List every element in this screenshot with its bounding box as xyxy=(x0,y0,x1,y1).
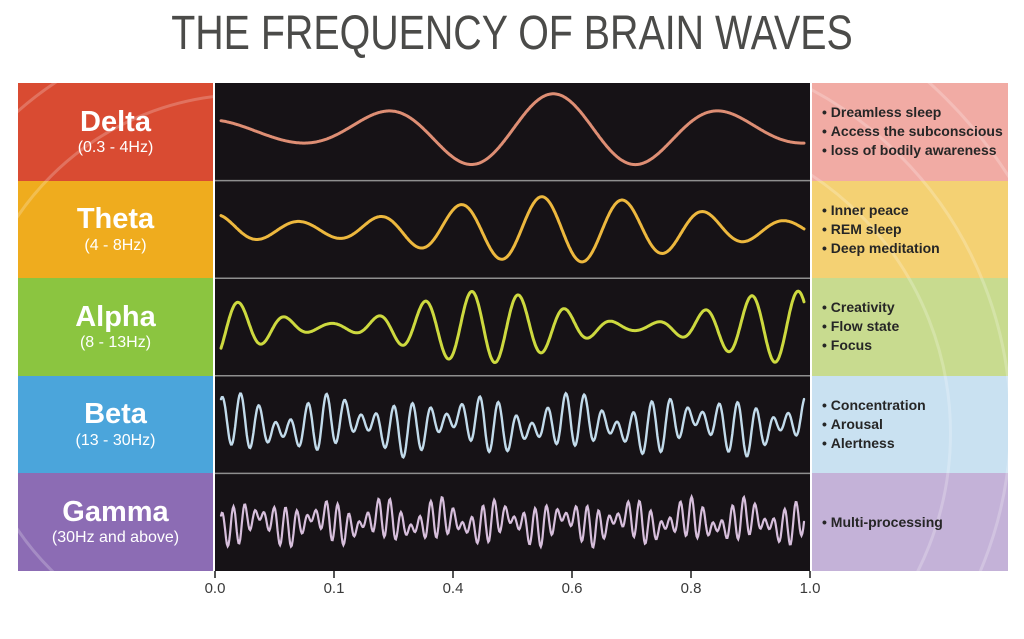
wave-panel xyxy=(215,83,810,571)
axis-tick-label: 0.1 xyxy=(323,580,345,597)
brainwave-waveforms xyxy=(215,92,810,550)
axis-tick-label: 0.8 xyxy=(680,580,702,597)
band-label-column: Delta (0.3 - 4Hz) Theta (4 - 8Hz) Alpha … xyxy=(18,83,213,571)
notes-beta: Concentration Arousal Alertness xyxy=(812,375,1008,474)
gamma-waveform xyxy=(219,493,806,550)
band-label-delta: Delta (0.3 - 4Hz) xyxy=(18,83,213,181)
beta-waveform xyxy=(219,391,806,459)
band-name: Alpha xyxy=(75,300,156,333)
band-name: Beta xyxy=(84,398,147,431)
page-title: THE FREQUENCY OF BRAIN WAVES xyxy=(171,7,853,60)
note-bullet: Creativity xyxy=(822,298,1004,317)
note-bullet: Deep meditation xyxy=(822,239,1004,258)
band-notes-column: Dreamless sleep Access the subconscious … xyxy=(812,83,1008,571)
band-name: Delta xyxy=(80,105,151,138)
notes-gamma: Multi-processing xyxy=(812,473,1008,571)
axis-tick-label: 0.0 xyxy=(204,580,226,597)
band-name: Theta xyxy=(76,203,155,236)
band-label-theta: Theta (4 - 8Hz) xyxy=(18,180,213,279)
band-label-gamma: Gamma (30Hz and above) xyxy=(18,473,213,571)
note-bullet: REM sleep xyxy=(822,220,1004,239)
note-bullet: Dreamless sleep xyxy=(822,103,1004,122)
band-label-beta: Beta (13 - 30Hz) xyxy=(18,375,213,474)
axis-tick xyxy=(809,571,811,578)
axis-tick xyxy=(571,571,573,578)
band-frequency-range: (4 - 8Hz) xyxy=(84,236,147,254)
note-bullet: Inner peace xyxy=(822,201,1004,220)
band-frequency-range: (8 - 13Hz) xyxy=(79,334,152,352)
axis-tick-label: 1.0 xyxy=(799,580,821,597)
delta-waveform xyxy=(219,92,806,167)
note-bullet: loss of bodily awareness xyxy=(822,141,1004,160)
band-name: Gamma xyxy=(62,495,169,528)
alpha-waveform xyxy=(219,289,806,365)
axis-tick xyxy=(214,571,216,578)
axis-tick xyxy=(690,571,692,578)
note-bullet: Flow state xyxy=(822,317,1004,336)
note-bullet: Alertness xyxy=(822,434,1004,453)
band-frequency-range: (30Hz and above) xyxy=(51,529,180,547)
band-frequency-range: (13 - 30Hz) xyxy=(75,431,156,449)
note-bullet: Concentration xyxy=(822,396,1004,415)
axis-tick xyxy=(333,571,335,578)
note-bullet: Access the subconscious xyxy=(822,122,1004,141)
axis-tick-label: 0.4 xyxy=(442,580,464,597)
band-label-alpha: Alpha (8 - 13Hz) xyxy=(18,278,213,376)
axis-tick xyxy=(452,571,454,578)
brainwave-chart: Delta (0.3 - 4Hz) Theta (4 - 8Hz) Alpha … xyxy=(18,83,1008,597)
notes-delta: Dreamless sleep Access the subconscious … xyxy=(812,83,1008,181)
band-frequency-range: (0.3 - 4Hz) xyxy=(77,139,154,157)
axis-tick-label: 0.6 xyxy=(561,580,583,597)
note-bullet: Multi-processing xyxy=(822,513,1004,532)
notes-theta: Inner peace REM sleep Deep meditation xyxy=(812,180,1008,279)
notes-alpha: Creativity Flow state Focus xyxy=(812,278,1008,376)
note-bullet: Focus xyxy=(822,336,1004,355)
theta-waveform xyxy=(219,195,806,264)
note-bullet: Arousal xyxy=(822,415,1004,434)
